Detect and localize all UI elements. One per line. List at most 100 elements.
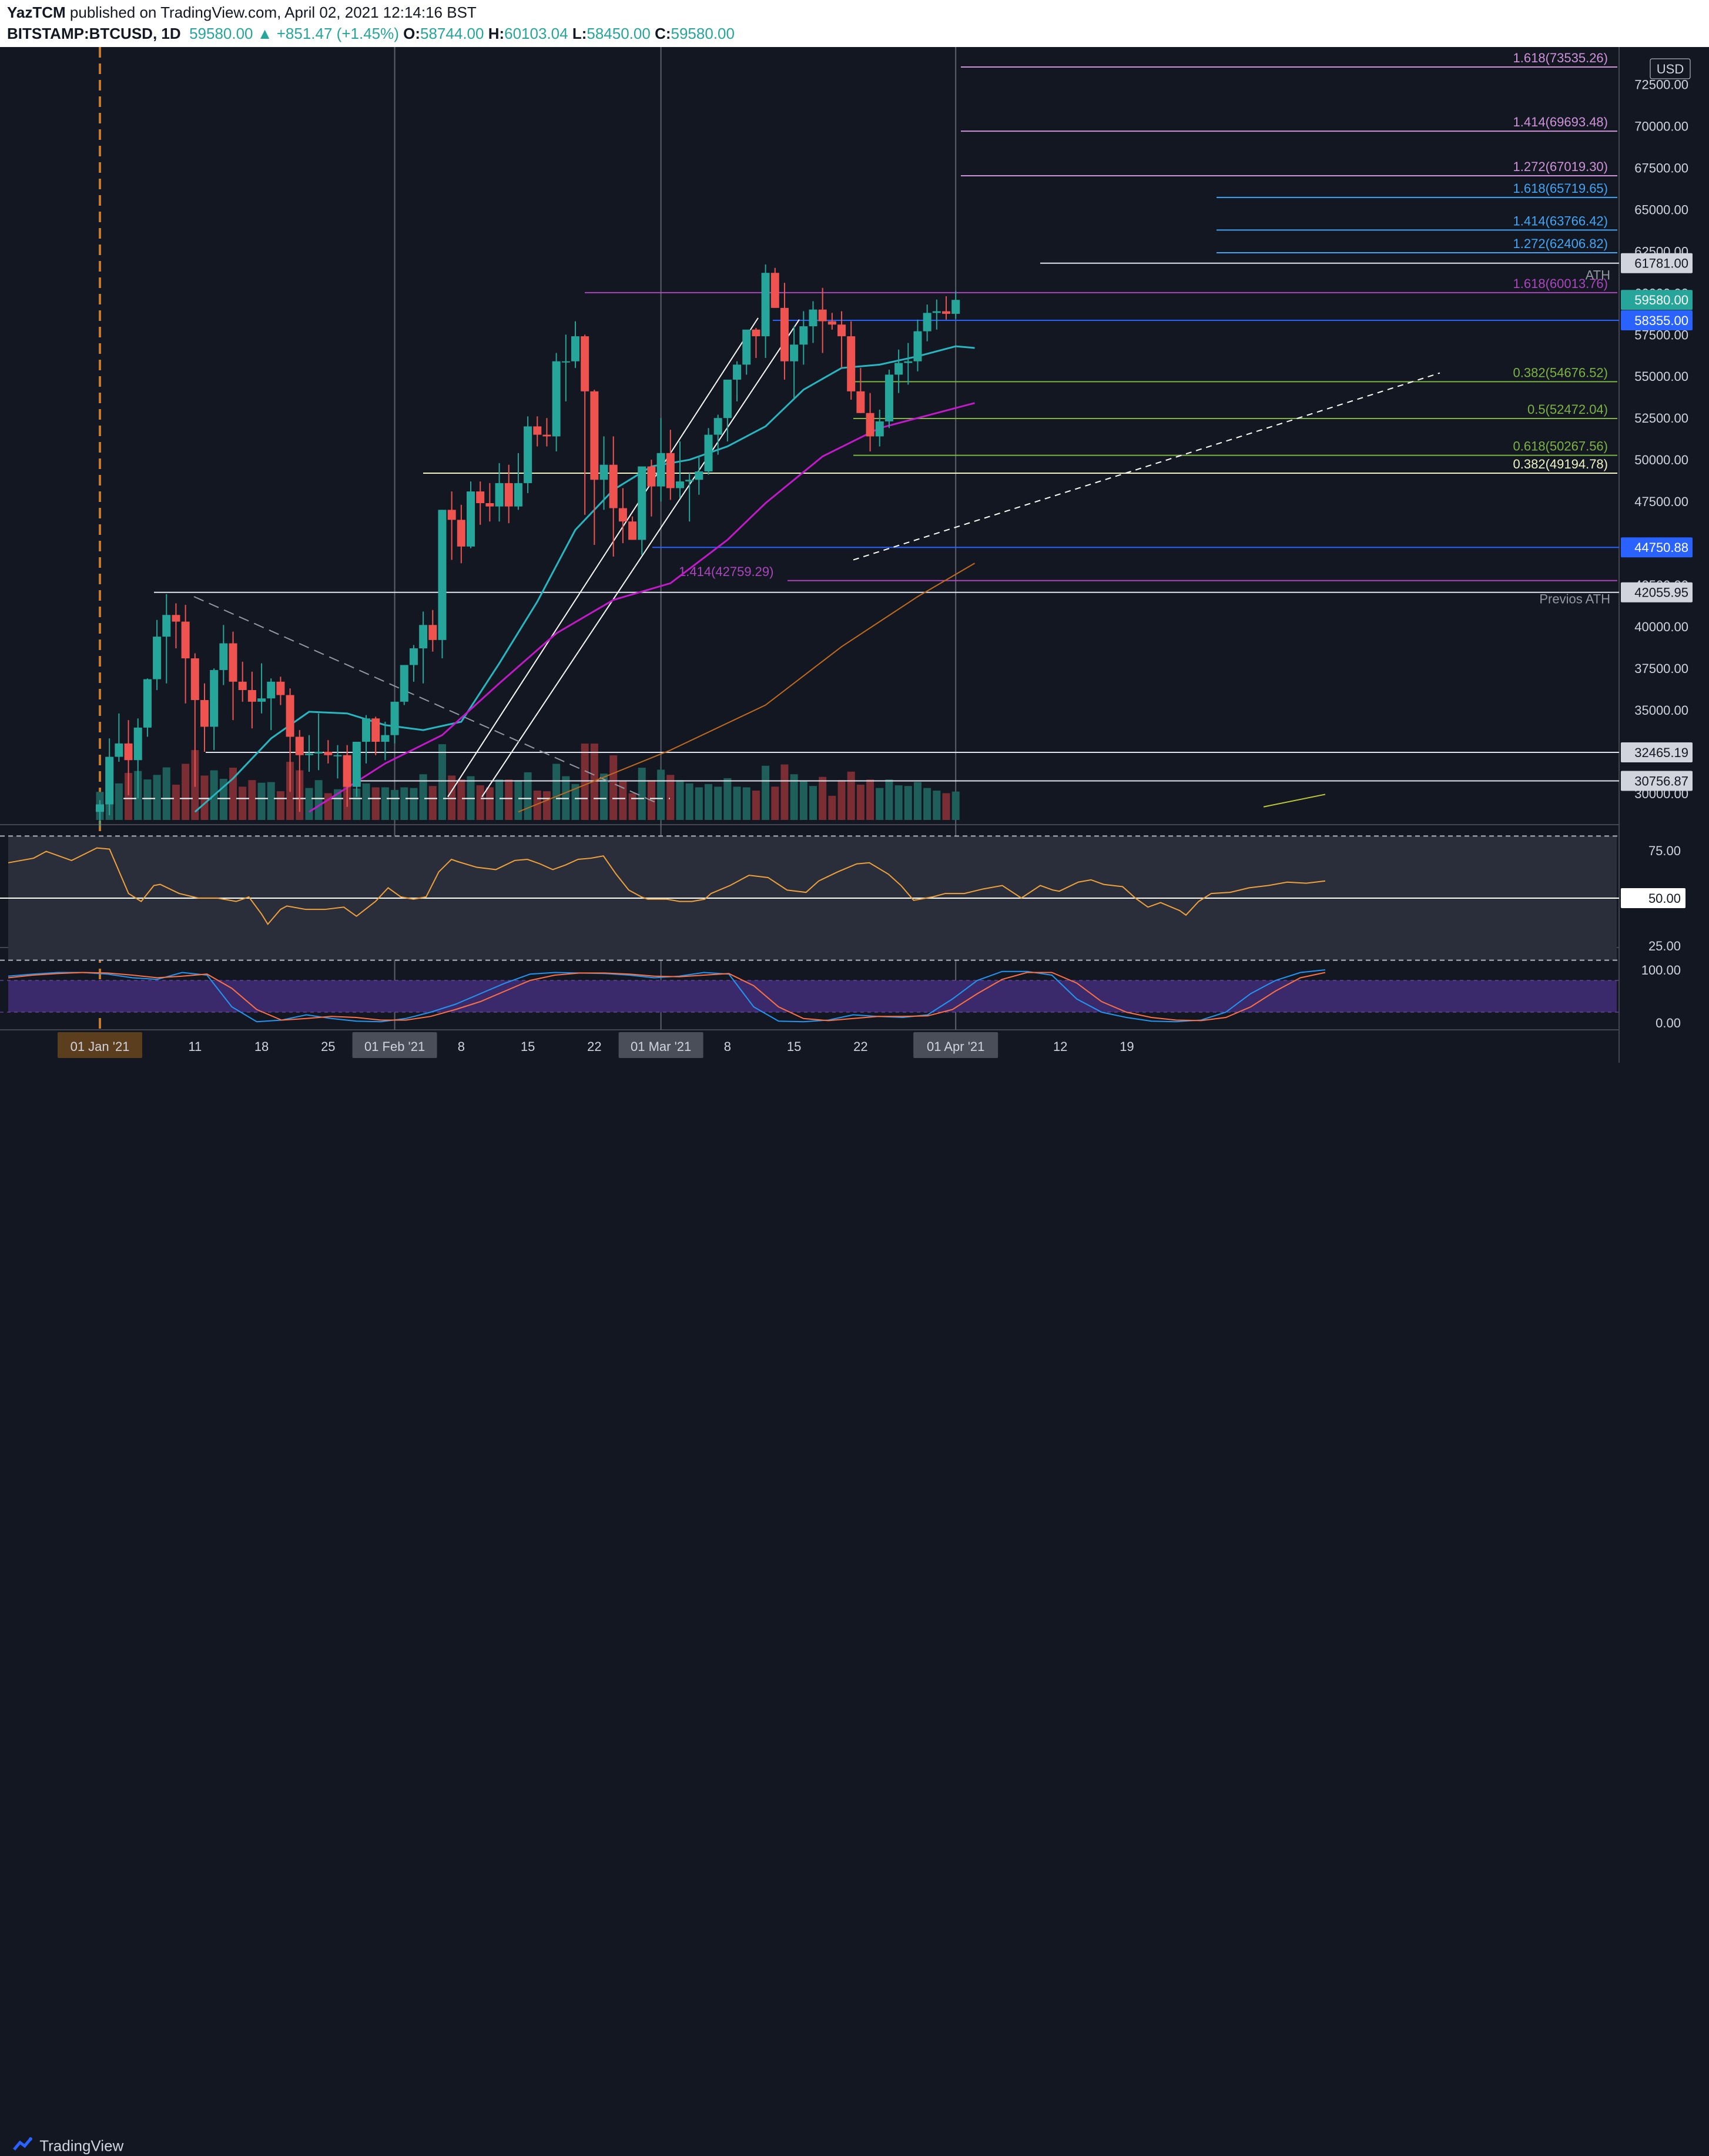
price-box[interactable] xyxy=(1621,537,1693,558)
volume-bar xyxy=(438,744,446,820)
stoch-tick-label: 100.00 xyxy=(1641,963,1681,977)
candle-body xyxy=(247,689,256,702)
price-box[interactable] xyxy=(1621,771,1693,791)
date-badge[interactable] xyxy=(913,1032,998,1058)
footer: TradingView xyxy=(0,1063,1709,2155)
candle-body xyxy=(647,466,656,487)
volume-bar xyxy=(723,778,732,820)
price-axis[interactable]: 30000.0032500.0035000.0037500.0040000.00… xyxy=(1621,58,1693,1030)
fib-level-label: 1.414(42759.29) xyxy=(679,564,773,579)
candle-body xyxy=(875,421,884,437)
candle-body xyxy=(809,309,817,327)
publisher-name[interactable]: YazTCM xyxy=(7,4,66,21)
candle-body xyxy=(675,481,684,488)
candle-body xyxy=(133,727,142,761)
candle-body xyxy=(343,755,351,787)
price-change: +851.47 (+1.45%) xyxy=(276,25,399,42)
channel-lower-line xyxy=(481,319,800,798)
price-box-label: 30756.87 xyxy=(1634,774,1688,789)
date-badge[interactable] xyxy=(58,1032,142,1058)
volume-bar xyxy=(276,791,284,820)
volume-bar xyxy=(314,780,323,820)
symbol-label[interactable]: BITSTAMP:BTCUSD, 1D xyxy=(7,25,181,42)
candle-body xyxy=(704,434,713,472)
time-tick-label: 18 xyxy=(254,1039,269,1054)
price-box[interactable] xyxy=(1621,310,1693,330)
candle-body xyxy=(827,321,836,325)
volume-bar xyxy=(762,765,770,820)
close-value: 59580.00 xyxy=(671,25,735,42)
volume-bar xyxy=(837,780,846,820)
volume-bar xyxy=(200,775,209,820)
rsi-tick-label: 75.00 xyxy=(1648,843,1681,858)
candle-body xyxy=(780,307,789,361)
tradingview-cloud-icon xyxy=(8,2137,35,2155)
volume-bar xyxy=(257,782,266,820)
currency-badge[interactable] xyxy=(1650,58,1691,79)
volume-bar xyxy=(885,779,893,820)
volume-bar xyxy=(951,791,960,820)
volume-bar xyxy=(419,774,427,820)
candle-body xyxy=(352,741,361,787)
fib-level-label: 1.618(73535.26) xyxy=(1513,51,1608,65)
volume-bar xyxy=(182,764,190,820)
volume-bar xyxy=(505,779,513,820)
fib-level-label: 0.382(54676.52) xyxy=(1513,365,1608,380)
volume-bar xyxy=(305,788,313,820)
volume-bar xyxy=(143,779,152,820)
candle-body xyxy=(257,698,266,702)
candle-body xyxy=(181,621,190,659)
candle-body xyxy=(856,391,865,413)
rsi-line xyxy=(8,847,1326,926)
candlesticks xyxy=(96,265,960,827)
price-box[interactable] xyxy=(1621,742,1693,763)
date-badge[interactable] xyxy=(352,1032,437,1058)
candle-body xyxy=(447,510,456,520)
volume-bar xyxy=(600,774,608,820)
channel-upper-line xyxy=(447,317,759,798)
candle-body xyxy=(590,391,599,480)
candle-body xyxy=(799,326,808,345)
volume-bar xyxy=(894,785,903,820)
fib-level-label: 1.272(62406.82) xyxy=(1513,236,1608,251)
candle-body xyxy=(371,718,380,742)
candle-body xyxy=(951,300,960,314)
volume-bar xyxy=(324,793,332,820)
candle-body xyxy=(685,480,694,482)
candle-body xyxy=(561,361,570,363)
price-box[interactable] xyxy=(1621,253,1693,273)
tradingview-logo[interactable]: TradingView xyxy=(8,2136,123,2156)
candle-body xyxy=(695,471,703,480)
time-tick-label: 01 Jan '21 xyxy=(71,1039,130,1054)
volume-bar xyxy=(239,786,247,820)
date-badge[interactable] xyxy=(618,1032,703,1058)
price-box[interactable] xyxy=(1621,290,1693,310)
up-arrow-icon: ▲ xyxy=(257,25,273,42)
candle-body xyxy=(438,510,447,640)
candle-body xyxy=(324,752,333,755)
published-text: published on TradingView.com, April 02, … xyxy=(69,4,477,21)
volume-bar xyxy=(391,789,399,820)
candle-body xyxy=(495,483,504,507)
candle-body xyxy=(533,426,542,435)
candle-body xyxy=(153,637,162,679)
candle-body xyxy=(162,615,171,637)
volume-bar xyxy=(876,788,884,820)
open-value: 58744.00 xyxy=(420,25,484,42)
time-axis[interactable]: 01 Jan '21 11 18 25 01 Feb '21 8 15 22 01 Mar '2… xyxy=(58,1032,1134,1058)
time-tick-label: 22 xyxy=(587,1039,601,1054)
price-tick-label: 52500.00 xyxy=(1634,411,1688,426)
candle-body xyxy=(96,804,104,812)
candle-body xyxy=(884,374,893,421)
candle-body xyxy=(210,669,219,727)
volume-bar xyxy=(542,791,551,820)
candle-body xyxy=(638,466,646,540)
candle-body xyxy=(913,331,922,361)
price-box[interactable] xyxy=(1621,582,1693,602)
volume-bar xyxy=(923,788,931,820)
volume-bar xyxy=(790,774,798,820)
candle-body xyxy=(656,453,665,487)
volume-bar xyxy=(904,786,912,820)
chart-canvas[interactable]: 1.618(73535.26) 1.414(69693.48) 1.272(6701… xyxy=(0,47,1709,1063)
candle-body xyxy=(428,625,437,640)
